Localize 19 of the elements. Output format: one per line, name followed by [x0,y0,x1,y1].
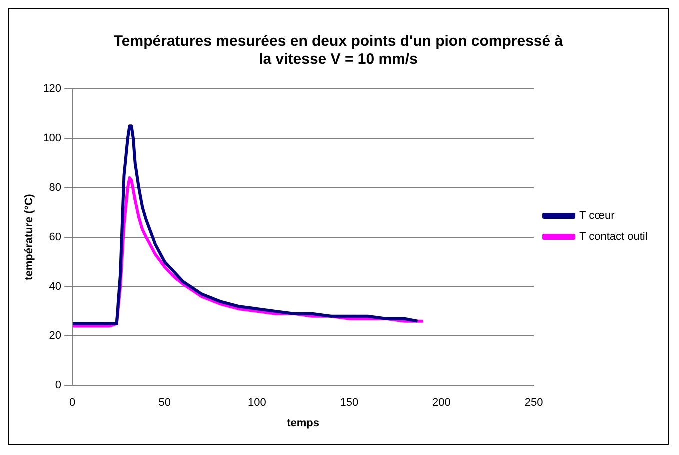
x-tick-label: 50 [158,397,171,410]
y-tick-label: 100 [43,132,62,144]
y-tick-label: 60 [49,231,62,244]
x-tick-label: 0 [69,397,76,410]
y-tick-label: 120 [43,83,62,96]
y-axis-title: température (°C) [24,194,36,280]
x-tick-label: 250 [524,397,544,410]
y-tick-label: 0 [55,380,62,392]
x-tick-label: 100 [248,397,266,410]
x-axis-title: temps [287,417,320,430]
x-tick-label: 150 [340,397,359,410]
x-tick-label: 200 [432,397,451,410]
y-tick-label: 80 [49,182,62,194]
text: la vitesse V = 10 mm/s [259,51,418,68]
y-tick-label: 40 [49,280,62,293]
text: Températures mesurées en deux points d'un pion compressé à [114,33,564,50]
legend-label: T cœur [580,210,616,222]
legend-label: T contact outil [580,231,648,244]
y-tick-label: 20 [49,330,62,342]
